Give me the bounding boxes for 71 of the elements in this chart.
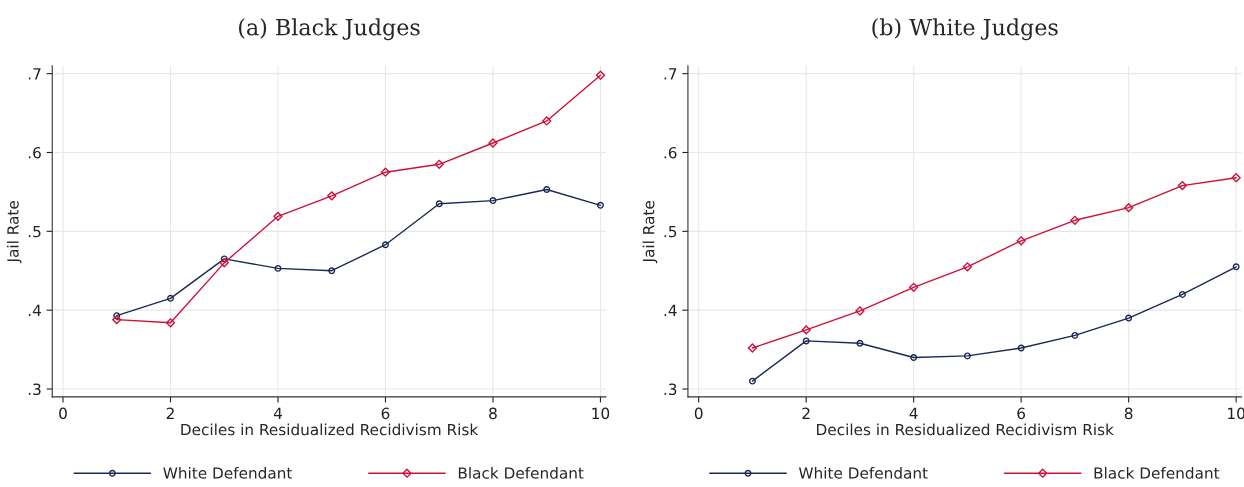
y-axis-title: Jail Rate [642, 201, 658, 264]
point [380, 167, 391, 177]
point [963, 352, 971, 360]
point [488, 138, 498, 148]
y-tick-label: .4 [28, 304, 41, 316]
x-tick-label: 2 [166, 407, 174, 419]
point [1124, 203, 1134, 213]
point [219, 258, 229, 268]
y-tick-label: .5 [664, 225, 677, 238]
x-tick-label: 4 [909, 407, 918, 419]
point [434, 159, 444, 169]
point [435, 200, 443, 208]
point [273, 211, 283, 221]
x-axis-title: Deciles in Residualized Recidivism Risk [817, 423, 1114, 436]
x-tick-label: 10 [592, 407, 610, 420]
x-tick-label: 0 [694, 407, 703, 420]
point [856, 339, 864, 347]
point [112, 315, 122, 325]
x-tick-label: 0 [59, 407, 67, 420]
x-tick-label: 2 [802, 407, 810, 419]
y-tick-label: .7 [28, 68, 41, 80]
point [910, 354, 918, 361]
y-tick-label: .5 [28, 225, 41, 238]
point [542, 116, 552, 126]
y-tick-label: .3 [664, 383, 677, 396]
point [1070, 215, 1080, 225]
point [1125, 314, 1133, 322]
point [1177, 180, 1188, 191]
point [909, 282, 919, 292]
legend-label: White Defendant [798, 466, 928, 479]
point [801, 325, 811, 335]
legend-label: Black Defendant [1094, 466, 1220, 479]
x-tick-label: 6 [381, 407, 390, 420]
chart-title: (b) White Judges [872, 18, 1058, 41]
point [855, 306, 865, 316]
point [167, 294, 174, 302]
point [327, 191, 337, 201]
point [1071, 331, 1079, 339]
point [543, 186, 551, 194]
point [113, 312, 121, 320]
point [1232, 263, 1240, 271]
y-tick-label: .4 [664, 304, 677, 316]
point [1178, 290, 1186, 298]
x-tick-label: 4 [273, 407, 282, 419]
y-tick-label: .3 [28, 383, 41, 396]
legend-label: Black Defendant [458, 466, 584, 479]
point [1231, 173, 1241, 183]
point [595, 70, 606, 80]
y-tick-label: .7 [664, 68, 677, 80]
point [328, 267, 336, 275]
point [274, 264, 282, 272]
x-tick-label: 8 [1124, 407, 1133, 420]
point [489, 197, 497, 205]
y-axis-title: Jail Rate [6, 201, 22, 264]
y-tick-label: .6 [664, 146, 677, 159]
x-tick-label: 6 [1017, 407, 1026, 420]
point [802, 337, 810, 345]
chart-title: (a) Black Judges [239, 18, 420, 41]
point [962, 262, 973, 272]
point [381, 241, 389, 249]
point [748, 377, 756, 385]
point [747, 343, 758, 353]
y-tick-label: .6 [28, 146, 41, 159]
x-axis-title: Deciles in Residualized Recidivism Risk [181, 423, 479, 436]
point [1016, 236, 1026, 246]
point [165, 318, 176, 328]
point [596, 201, 604, 209]
x-tick-label: 8 [489, 407, 497, 420]
point [1017, 344, 1025, 352]
x-tick-label: 10 [1228, 407, 1244, 420]
legend-label: White Defendant [163, 466, 293, 479]
